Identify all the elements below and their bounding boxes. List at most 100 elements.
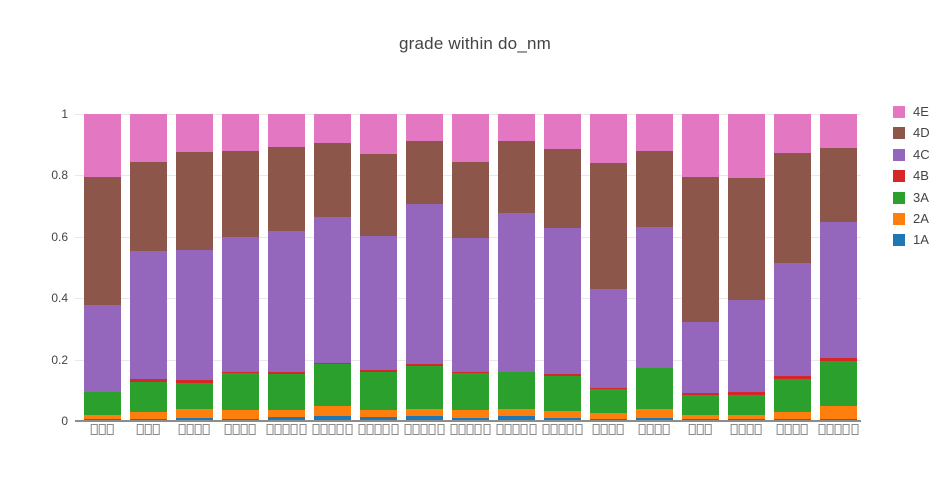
bar-segment-4C[interactable] xyxy=(314,217,351,363)
bar-segment-2A[interactable] xyxy=(590,413,627,420)
bar-segment-4D[interactable] xyxy=(636,150,673,227)
bar-segment-1A[interactable] xyxy=(498,416,535,421)
bar-segment-4D[interactable] xyxy=(544,148,581,229)
bar-segment-4C[interactable] xyxy=(820,221,857,359)
bar-segment-2A[interactable] xyxy=(176,409,213,418)
bar-segment-1A[interactable] xyxy=(360,417,397,421)
bar-segment-3A[interactable] xyxy=(406,365,443,409)
bar-segment-1A[interactable] xyxy=(268,417,305,421)
bar-segment-4D[interactable] xyxy=(268,147,305,231)
bar-column[interactable] xyxy=(636,114,673,421)
bar-segment-4B[interactable] xyxy=(498,371,535,373)
bar-segment-1A[interactable] xyxy=(176,417,213,421)
bar-segment-4B[interactable] xyxy=(360,369,397,373)
bar-segment-2A[interactable] xyxy=(820,405,857,419)
bar-segment-1A[interactable] xyxy=(452,417,489,421)
bar-segment-3A[interactable] xyxy=(130,382,167,412)
bar-column[interactable] xyxy=(544,114,581,421)
bar-column[interactable] xyxy=(820,114,857,421)
bar-segment-4E[interactable] xyxy=(636,114,673,151)
bar-segment-2A[interactable] xyxy=(452,409,489,418)
bar-segment-4B[interactable] xyxy=(774,376,811,379)
bar-segment-4D[interactable] xyxy=(452,161,489,239)
bar-segment-4B[interactable] xyxy=(590,388,627,389)
bar-segment-4D[interactable] xyxy=(498,141,535,213)
bar-segment-2A[interactable] xyxy=(130,411,167,420)
bar-segment-4C[interactable] xyxy=(544,228,581,374)
bar-segment-3A[interactable] xyxy=(268,373,305,410)
bar-segment-4B[interactable] xyxy=(130,378,167,383)
bar-segment-4E[interactable] xyxy=(84,114,121,177)
bar-segment-4E[interactable] xyxy=(130,114,167,162)
bar-segment-2A[interactable] xyxy=(728,415,765,419)
bar-column[interactable] xyxy=(774,114,811,421)
bar-segment-4B[interactable] xyxy=(820,358,857,361)
bar-segment-4E[interactable] xyxy=(176,114,213,153)
bar-segment-2A[interactable] xyxy=(406,408,443,416)
bar-segment-4D[interactable] xyxy=(360,154,397,237)
bar-segment-4B[interactable] xyxy=(314,362,351,364)
bar-segment-4C[interactable] xyxy=(360,236,397,370)
bar-segment-4D[interactable] xyxy=(84,176,121,305)
bar-segment-3A[interactable] xyxy=(544,375,581,411)
bar-segment-4E[interactable] xyxy=(452,114,489,162)
bar-segment-3A[interactable] xyxy=(452,373,489,410)
bar-segment-4E[interactable] xyxy=(222,114,259,151)
bar-segment-1A[interactable] xyxy=(314,415,351,421)
legend-item-4C[interactable]: 4C xyxy=(893,148,930,161)
bar-column[interactable] xyxy=(728,114,765,421)
bar-segment-4D[interactable] xyxy=(130,161,167,252)
bar-segment-4C[interactable] xyxy=(774,262,811,377)
bar-column[interactable] xyxy=(84,114,121,421)
bar-segment-4C[interactable] xyxy=(176,250,213,380)
bar-segment-4D[interactable] xyxy=(406,141,443,205)
bar-segment-4C[interactable] xyxy=(682,321,719,394)
bar-column[interactable] xyxy=(406,114,443,421)
bar-column[interactable] xyxy=(130,114,167,421)
bar-segment-4E[interactable] xyxy=(544,114,581,149)
bar-segment-4D[interactable] xyxy=(820,148,857,222)
bar-segment-3A[interactable] xyxy=(176,382,213,410)
bar-segment-3A[interactable] xyxy=(498,372,535,409)
bar-segment-4B[interactable] xyxy=(682,393,719,396)
bar-segment-4C[interactable] xyxy=(452,238,489,372)
bar-segment-4C[interactable] xyxy=(406,204,443,365)
bar-segment-4E[interactable] xyxy=(314,114,351,144)
bar-segment-4D[interactable] xyxy=(774,153,811,263)
bar-column[interactable] xyxy=(176,114,213,421)
bar-column[interactable] xyxy=(498,114,535,421)
bar-segment-4C[interactable] xyxy=(130,251,167,379)
bar-segment-3A[interactable] xyxy=(222,373,259,410)
bar-segment-1A[interactable] xyxy=(406,415,443,421)
bar-segment-4B[interactable] xyxy=(452,371,489,374)
bar-segment-4E[interactable] xyxy=(268,114,305,148)
bar-segment-4D[interactable] xyxy=(728,178,765,300)
bar-column[interactable] xyxy=(222,114,259,421)
bar-segment-2A[interactable] xyxy=(314,405,351,416)
bar-column[interactable] xyxy=(590,114,627,421)
bar-segment-3A[interactable] xyxy=(84,392,121,415)
bar-segment-4E[interactable] xyxy=(406,114,443,142)
bar-segment-3A[interactable] xyxy=(728,394,765,416)
bar-segment-4B[interactable] xyxy=(544,374,581,376)
bar-segment-4D[interactable] xyxy=(590,163,627,289)
bar-segment-4B[interactable] xyxy=(222,371,259,374)
bar-segment-4C[interactable] xyxy=(84,304,121,392)
bar-segment-4C[interactable] xyxy=(222,237,259,372)
bar-segment-3A[interactable] xyxy=(314,363,351,406)
bar-segment-4D[interactable] xyxy=(682,176,719,322)
bar-segment-4C[interactable] xyxy=(268,230,305,372)
bar-segment-4B[interactable] xyxy=(268,371,305,374)
legend-item-2A[interactable]: 2A xyxy=(893,212,930,225)
bar-segment-2A[interactable] xyxy=(774,411,811,420)
bar-segment-4E[interactable] xyxy=(682,114,719,177)
bar-segment-3A[interactable] xyxy=(590,388,627,414)
legend-item-4D[interactable]: 4D xyxy=(893,126,930,140)
bar-segment-4D[interactable] xyxy=(222,150,259,238)
bar-segment-4D[interactable] xyxy=(314,143,351,218)
bar-segment-2A[interactable] xyxy=(544,410,581,419)
bar-segment-3A[interactable] xyxy=(360,372,397,410)
bar-column[interactable] xyxy=(452,114,489,421)
legend-item-4B[interactable]: 4B xyxy=(893,169,930,183)
bar-segment-4C[interactable] xyxy=(636,226,673,368)
